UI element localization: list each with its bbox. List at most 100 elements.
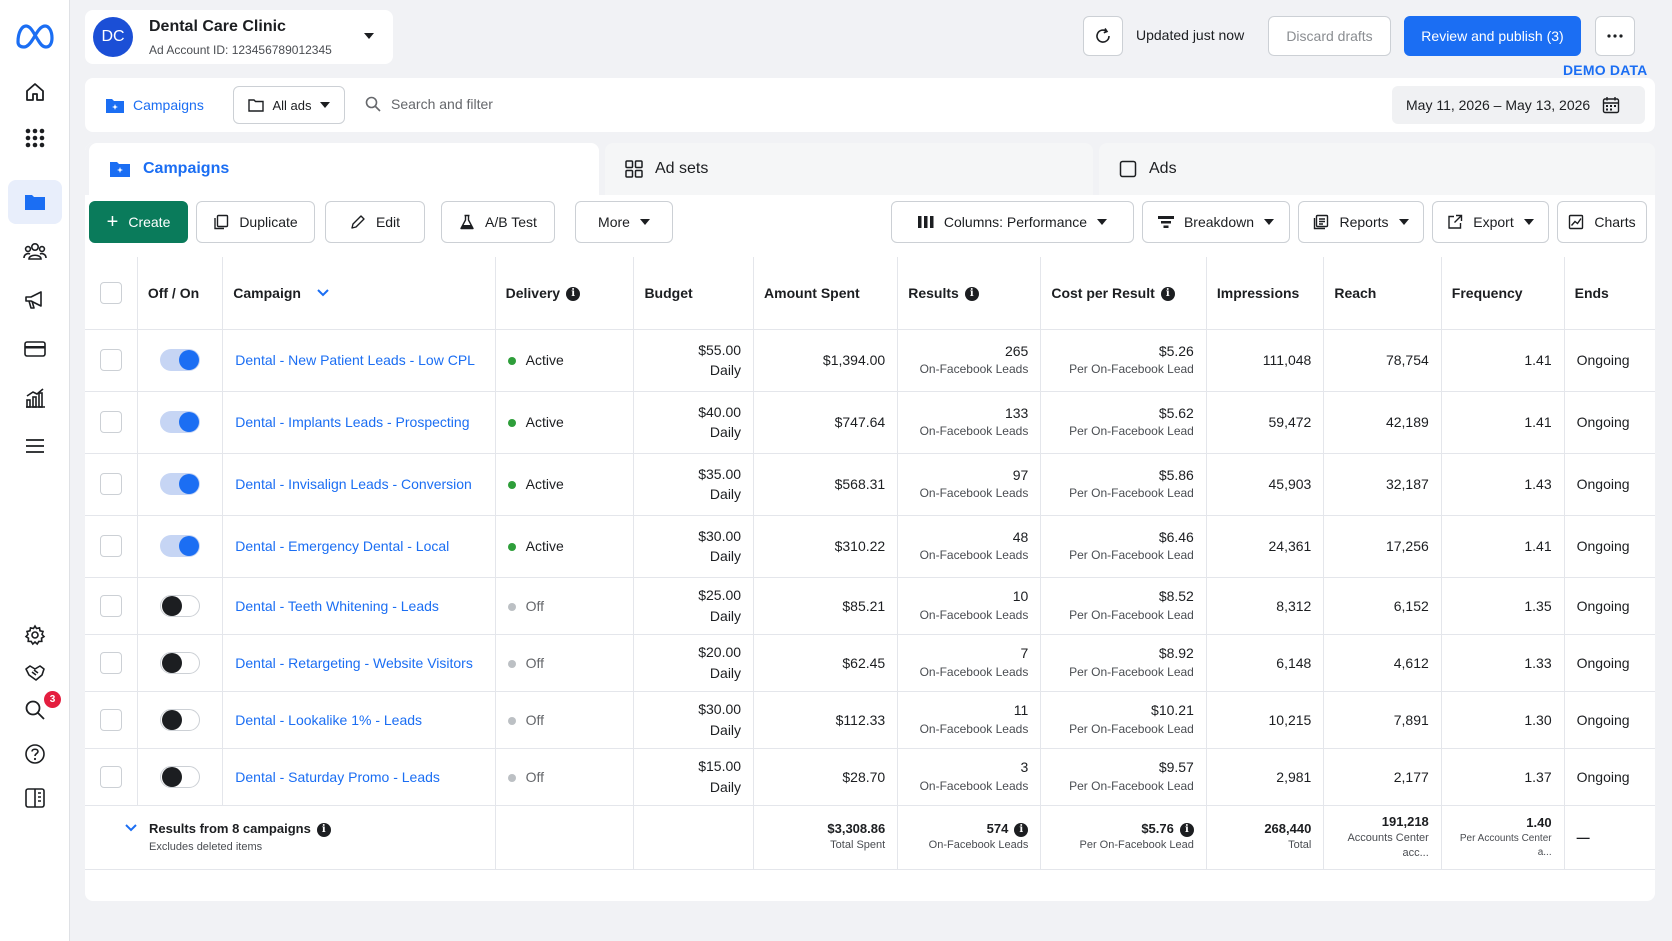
campaign-name-cell[interactable]: Dental - Retargeting - Website Visitors <box>222 634 496 692</box>
campaign-name-link[interactable]: Dental - Implants Leads - Prospecting <box>235 414 470 430</box>
table-row[interactable]: Dental - Emergency Dental - Local Active $… <box>85 515 1655 578</box>
row-toggle-cell[interactable] <box>137 634 224 692</box>
info-icon[interactable]: i <box>964 286 979 301</box>
row-toggle-cell[interactable] <box>137 515 224 578</box>
campaigns-breadcrumb[interactable]: Campaigns <box>105 96 204 114</box>
campaign-toggle[interactable] <box>160 535 201 557</box>
header-frequency[interactable]: Frequency <box>1441 257 1565 330</box>
business-support-nav[interactable] <box>8 650 62 694</box>
info-icon[interactable]: i <box>566 286 581 301</box>
header-impressions[interactable]: Impressions <box>1206 257 1325 330</box>
row-checkbox[interactable] <box>99 349 122 371</box>
table-row[interactable]: Dental - Teeth Whitening - Leads Off $25.0… <box>85 577 1655 635</box>
campaign-name-cell[interactable]: Dental - Lookalike 1% - Leads <box>222 691 496 749</box>
row-toggle-cell[interactable] <box>137 329 224 392</box>
campaign-toggle[interactable] <box>160 708 201 731</box>
row-select-cell[interactable] <box>85 515 138 578</box>
row-toggle-cell[interactable] <box>137 391 224 454</box>
campaign-toggle[interactable] <box>160 594 201 617</box>
campaign-name-cell[interactable]: Dental - Implants Leads - Prospecting <box>222 391 496 454</box>
row-toggle-cell[interactable] <box>137 577 224 635</box>
columns-dropdown[interactable]: Columns: Performance <box>891 201 1134 243</box>
row-checkbox[interactable] <box>99 411 122 433</box>
info-icon[interactable]: i <box>1160 286 1175 301</box>
more-dropdown-button[interactable]: More <box>575 201 673 243</box>
campaign-toggle[interactable] <box>160 651 201 674</box>
budget-cell[interactable]: $30.00 Daily <box>633 515 755 578</box>
edit-button[interactable]: Edit <box>325 201 425 243</box>
home-nav[interactable] <box>8 70 62 114</box>
review-publish-button[interactable]: Review and publish (3) <box>1404 16 1581 56</box>
campaign-name-cell[interactable]: Dental - Teeth Whitening - Leads <box>222 577 496 635</box>
table-row[interactable]: Dental - Invisalign Leads - Conversion Ac… <box>85 453 1655 516</box>
budget-cell[interactable]: $40.00 Daily <box>633 391 755 454</box>
search-filter-input[interactable]: Search and filter <box>365 96 493 112</box>
duplicate-button[interactable]: Duplicate <box>196 201 315 243</box>
select-all-checkbox[interactable] <box>99 281 122 304</box>
row-select-cell[interactable] <box>85 691 138 749</box>
header-reach[interactable]: Reach <box>1323 257 1442 330</box>
campaign-toggle[interactable] <box>160 411 201 433</box>
row-checkbox[interactable] <box>99 651 122 674</box>
ab-test-button[interactable]: A/B Test <box>441 201 555 243</box>
header-results[interactable]: Results i <box>897 257 1042 330</box>
tab-adsets[interactable]: Ad sets <box>605 143 1093 195</box>
more-options-button[interactable] <box>1595 16 1635 56</box>
row-toggle-cell[interactable] <box>137 748 224 806</box>
campaigns-nav[interactable] <box>8 180 62 224</box>
row-select-cell[interactable] <box>85 453 138 516</box>
search-nav[interactable]: 3 <box>8 688 62 732</box>
create-button[interactable]: + Create <box>89 201 188 243</box>
row-select-cell[interactable] <box>85 634 138 692</box>
row-checkbox[interactable] <box>99 535 122 557</box>
campaign-name-cell[interactable]: Dental - Invisalign Leads - Conversion <box>222 453 496 516</box>
campaign-name-link[interactable]: Dental - Invisalign Leads - Conversion <box>235 476 472 492</box>
billing-nav[interactable] <box>8 327 62 371</box>
campaign-name-link[interactable]: Dental - Emergency Dental - Local <box>235 538 450 554</box>
campaign-toggle[interactable] <box>160 349 201 371</box>
date-range-picker[interactable]: May 11, 2026 – May 13, 2026 <box>1392 86 1645 124</box>
meta-logo-icon[interactable] <box>14 20 56 52</box>
budget-cell[interactable]: $35.00 Daily <box>633 453 755 516</box>
analytics-nav[interactable] <box>8 376 62 420</box>
budget-cell[interactable]: $25.00 Daily <box>633 577 755 635</box>
campaign-name-link[interactable]: Dental - New Patient Leads - Low CPL <box>235 352 475 368</box>
breakdown-dropdown[interactable]: Breakdown <box>1142 201 1290 243</box>
row-toggle-cell[interactable] <box>137 453 224 516</box>
side-panel-nav[interactable] <box>8 776 62 820</box>
table-row[interactable]: Dental - New Patient Leads - Low CPL Acti… <box>85 329 1655 392</box>
info-icon[interactable]: i <box>1014 822 1029 837</box>
row-checkbox[interactable] <box>99 765 122 788</box>
row-select-cell[interactable] <box>85 577 138 635</box>
discard-drafts-button[interactable]: Discard drafts <box>1268 16 1391 56</box>
header-ends[interactable]: Ends <box>1564 257 1655 330</box>
budget-cell[interactable]: $30.00 Daily <box>633 691 755 749</box>
campaign-name-link[interactable]: Dental - Teeth Whitening - Leads <box>235 597 439 614</box>
header-cost-per-result[interactable]: Cost per Result i <box>1040 257 1207 330</box>
row-select-cell[interactable] <box>85 329 138 392</box>
row-checkbox[interactable] <box>99 473 122 495</box>
help-nav[interactable] <box>8 732 62 776</box>
reports-dropdown[interactable]: Reports <box>1298 201 1424 243</box>
table-row[interactable]: Dental - Retargeting - Website Visitors O… <box>85 634 1655 692</box>
info-icon[interactable]: i <box>1179 822 1194 837</box>
table-row[interactable]: Dental - Implants Leads - Prospecting Act… <box>85 391 1655 454</box>
refresh-button[interactable] <box>1083 16 1123 56</box>
header-delivery[interactable]: Delivery i <box>495 257 635 330</box>
charts-button[interactable]: Charts <box>1557 201 1647 243</box>
campaign-name-cell[interactable]: Dental - Emergency Dental - Local <box>222 515 496 578</box>
campaign-name-link[interactable]: Dental - Lookalike 1% - Leads <box>235 711 423 728</box>
budget-cell[interactable]: $20.00 Daily <box>633 634 755 692</box>
tab-ads[interactable]: Ads <box>1099 143 1655 195</box>
sort-chevron-icon[interactable] <box>317 288 329 298</box>
settings-nav[interactable] <box>8 613 62 657</box>
campaign-name-cell[interactable]: Dental - New Patient Leads - Low CPL <box>222 329 496 392</box>
info-icon[interactable]: i <box>316 822 331 837</box>
row-checkbox[interactable] <box>99 708 122 731</box>
campaign-toggle[interactable] <box>160 765 201 788</box>
budget-cell[interactable]: $15.00 Daily <box>633 748 755 806</box>
chevron-down-icon[interactable] <box>125 823 137 833</box>
header-amount-spent[interactable]: Amount Spent <box>753 257 899 330</box>
menu-nav[interactable] <box>8 424 62 468</box>
header-select-all[interactable] <box>85 257 138 330</box>
